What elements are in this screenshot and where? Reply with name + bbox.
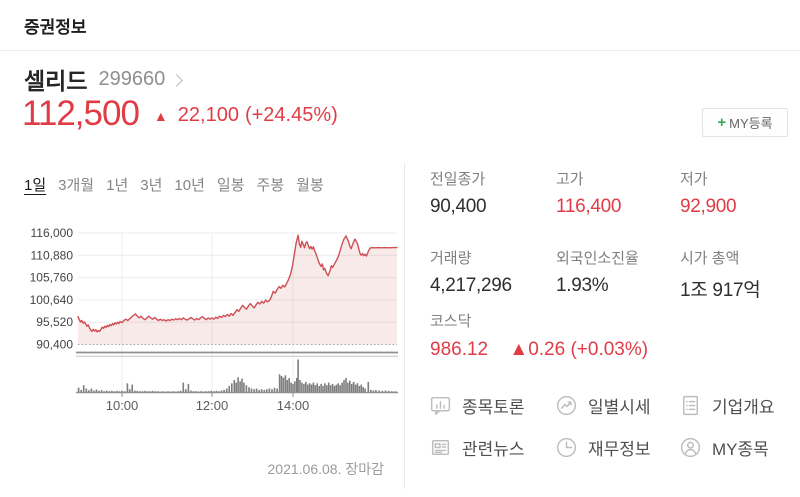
document-icon [683, 395, 698, 416]
menu-item-my-stocks[interactable]: MY종목 [678, 435, 788, 460]
kosdaq-change: ▲0.26 (+0.03%) [509, 339, 649, 360]
tab-monthly-candle[interactable]: 월봉 [296, 177, 324, 194]
plus-icon: + [717, 114, 727, 131]
svg-text:100,640: 100,640 [30, 293, 74, 307]
info-label: 외국인소진율 [556, 250, 639, 267]
info-label: 시가 총액 [680, 250, 740, 267]
market-close-status: 2021.06.08. 장마감 [267, 461, 385, 477]
discussion-icon [430, 396, 451, 416]
tab-weekly-candle[interactable]: 주봉 [256, 177, 285, 194]
menu-item-company-overview[interactable]: 기업개요 [678, 393, 788, 418]
news-icon [431, 440, 450, 455]
tab-daily-candle[interactable]: 일봉 [216, 177, 245, 194]
tab-10years[interactable]: 10년 [174, 177, 205, 194]
stock-header: 셀리드 299660 [24, 62, 184, 96]
menu-item-daily-price[interactable]: 일별시세 [554, 393, 678, 418]
tab-1day[interactable]: 1일 [24, 177, 47, 194]
stock-name: 셀리드 [24, 68, 88, 94]
kosdaq-index: 코스닥 986.12 ▲0.26 (+0.03%) [430, 310, 648, 361]
menu-label: 종목토론 [462, 398, 525, 417]
info-value: 4,217,296 [430, 275, 512, 296]
person-icon [680, 437, 701, 458]
menu-label: MY종목 [712, 440, 769, 459]
info-value: 90,400 [430, 196, 487, 217]
info-cell-prev-close: 전일종가 90,400 [430, 168, 556, 218]
menu-grid: 종목토론 일별시세 기업개요 관련뉴스 [428, 393, 788, 460]
page-title: 증권정보 [24, 18, 87, 37]
svg-text:90,400: 90,400 [36, 338, 73, 352]
tab-1year[interactable]: 1년 [106, 177, 129, 194]
info-cell-foreign-ratio: 외국인소진율 1.93% [556, 247, 680, 302]
kosdaq-value: 986.12 [430, 339, 489, 360]
info-value: 116,400 [556, 196, 622, 217]
menu-label: 재무정보 [588, 440, 651, 459]
price-volume-chart[interactable]: 116,000 110,880 105,760 100,640 95,520 90,400… [0, 218, 404, 418]
svg-text:12:00: 12:00 [196, 398, 229, 413]
info-value: 1.93% [556, 275, 609, 296]
up-triangle-icon: ▲ [153, 107, 168, 124]
info-cell-market-cap: 시가 총액 1조 917억 [680, 247, 788, 302]
chart-period-tabs: 1일 3개월 1년 3년 10년 일봉 주봉 월봉 [24, 174, 336, 195]
svg-text:110,880: 110,880 [31, 248, 74, 262]
svg-text:14:00: 14:00 [277, 398, 310, 413]
svg-text:105,760: 105,760 [30, 271, 74, 285]
my-register-button[interactable]: + MY등록 [702, 108, 788, 137]
info-cell-high: 고가 116,400 [556, 168, 680, 218]
svg-text:116,000: 116,000 [31, 226, 74, 240]
menu-label: 기업개요 [712, 398, 775, 417]
menu-label: 일별시세 [588, 398, 651, 417]
info-label: 거래량 [430, 250, 472, 267]
menu-label: 관련뉴스 [462, 440, 525, 459]
tab-3years[interactable]: 3년 [140, 177, 163, 194]
clock-icon [556, 437, 577, 458]
svg-text:95,520: 95,520 [36, 315, 73, 329]
info-label: 전일종가 [430, 171, 486, 188]
info-value: 1조 917억 [680, 280, 761, 301]
trend-icon [556, 395, 577, 416]
header-divider [0, 50, 800, 51]
current-price: 112,500 [22, 94, 140, 133]
info-cell-low: 저가 92,900 [680, 168, 788, 218]
kosdaq-label: 코스닥 [430, 313, 472, 330]
menu-item-related-news[interactable]: 관련뉴스 [428, 435, 554, 460]
info-value: 92,900 [680, 196, 737, 217]
price-change: 22,100 [177, 103, 239, 126]
menu-item-financial-info[interactable]: 재무정보 [554, 435, 678, 460]
stock-info-grid: 전일종가 90,400 고가 116,400 저가 92,900 거래량 4,2… [430, 168, 788, 302]
info-label: 고가 [556, 171, 584, 188]
tab-3months[interactable]: 3개월 [58, 177, 95, 194]
column-divider [404, 163, 405, 489]
info-cell-volume: 거래량 4,217,296 [430, 247, 556, 302]
svg-text:10:00: 10:00 [106, 398, 139, 413]
price-row: 112,500 ▲ 22,100 (+24.45%) [22, 95, 338, 133]
chevron-right-icon[interactable] [170, 73, 184, 87]
price-change-rate: (+24.45%) [244, 103, 338, 126]
stock-code[interactable]: 299660 [98, 67, 166, 90]
my-register-label: MY등록 [729, 116, 773, 131]
menu-item-discussion[interactable]: 종목토론 [428, 393, 554, 418]
info-label: 저가 [680, 171, 708, 188]
